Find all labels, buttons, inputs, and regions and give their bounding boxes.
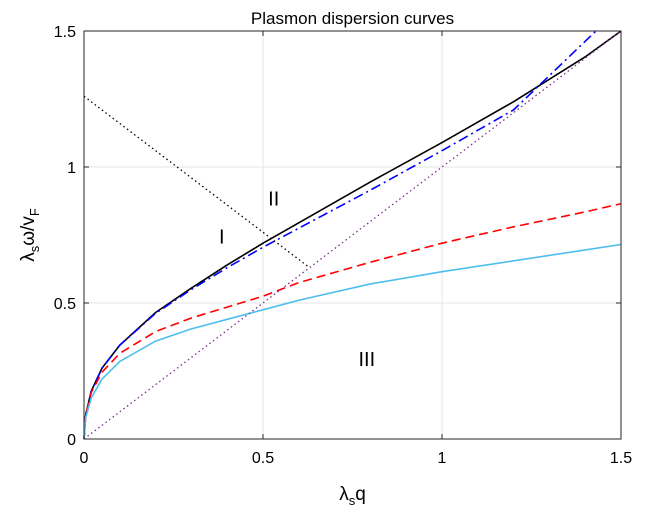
region-label: III [358,349,375,371]
series-line-1-solid [83,30,622,440]
series-line-3-dashed [83,202,622,440]
x-tick-label: 1.5 [610,450,632,467]
y-axis-label-sub: s [27,245,42,252]
y-axis-label-sub2: F [27,208,42,216]
region-label: II [268,188,279,210]
series-line-5-dotted [83,95,309,267]
y-tick-label: 1 [67,160,76,177]
plot-frame [83,30,622,440]
y-tick-label: 0.5 [54,296,76,313]
tick-layer: 0 0.5 1 1.5 0 0.5 1 1.5 [54,24,632,467]
y-axis-label: λsω/vF [18,208,42,262]
y-axis-label-main: λ [18,252,39,262]
region-label: I [219,226,225,248]
chart-title: Plasmon dispersion curves [251,9,454,28]
series-line-4-solid [83,243,622,440]
series-line-2-dashdot [83,30,597,440]
x-tick-label: 0 [80,450,89,467]
x-axis-label-main: λ [339,484,349,505]
x-axis-label: λsq [339,484,366,508]
plot-background [84,31,621,439]
y-axis-label-mid: ω/v [18,216,39,246]
y-tick-label: 1.5 [54,24,76,41]
y-tick-label: 0 [67,432,76,449]
x-tick-label: 1 [438,450,447,467]
x-tick-label: 0.5 [252,450,274,467]
series-layer [83,30,622,440]
x-axis-label-tail: q [355,484,366,505]
x-axis-label-sub: s [349,493,356,508]
